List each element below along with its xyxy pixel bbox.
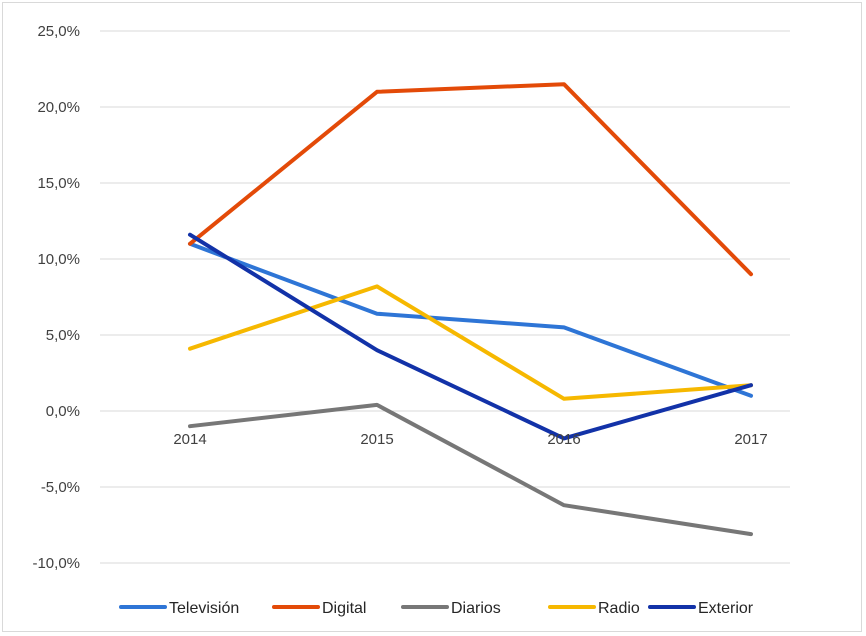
legend-item: Televisión xyxy=(119,600,239,617)
legend-item: Exterior xyxy=(648,600,754,617)
series-line-diarios xyxy=(188,402,753,537)
y-tick-label: 0,0% xyxy=(46,403,80,420)
x-tick-label: 2016 xyxy=(547,431,580,448)
legend-label: Radio xyxy=(598,600,640,617)
series-line-radio xyxy=(188,284,753,401)
legend-label: Digital xyxy=(322,600,366,617)
x-tick-label: 2017 xyxy=(734,431,767,448)
legend-label: Televisión xyxy=(169,600,239,617)
x-axis-tick-labels: 2014 2015 2016 2017 xyxy=(173,431,767,448)
legend-label: Exterior xyxy=(698,600,754,617)
series-line-exterior xyxy=(188,232,753,441)
gridlines xyxy=(100,30,790,564)
y-tick-label: 20,0% xyxy=(37,99,80,116)
legend-item: Digital xyxy=(272,600,366,617)
y-tick-label: -10,0% xyxy=(32,555,80,572)
y-tick-label: 15,0% xyxy=(37,175,80,192)
legend-label: Diarios xyxy=(451,600,501,617)
y-axis-tick-labels: 25,0% 20,0% 15,0% 10,0% 5,0% 0,0% -5,0% -10,0% xyxy=(32,23,80,572)
y-tick-label: -5,0% xyxy=(41,479,80,496)
series-lines xyxy=(188,82,753,537)
legend-item: Diarios xyxy=(401,600,501,617)
series-line-digital xyxy=(188,82,753,277)
legend-item: Radio xyxy=(548,600,640,617)
y-tick-label: 5,0% xyxy=(46,327,80,344)
legend: Televisión Digital Diarios Radio Exterior xyxy=(119,600,754,617)
series-line-televisi-n xyxy=(188,241,753,398)
x-tick-label: 2015 xyxy=(360,431,393,448)
y-tick-label: 25,0% xyxy=(37,23,80,40)
y-tick-label: 10,0% xyxy=(37,251,80,268)
x-tick-label: 2014 xyxy=(173,431,206,448)
